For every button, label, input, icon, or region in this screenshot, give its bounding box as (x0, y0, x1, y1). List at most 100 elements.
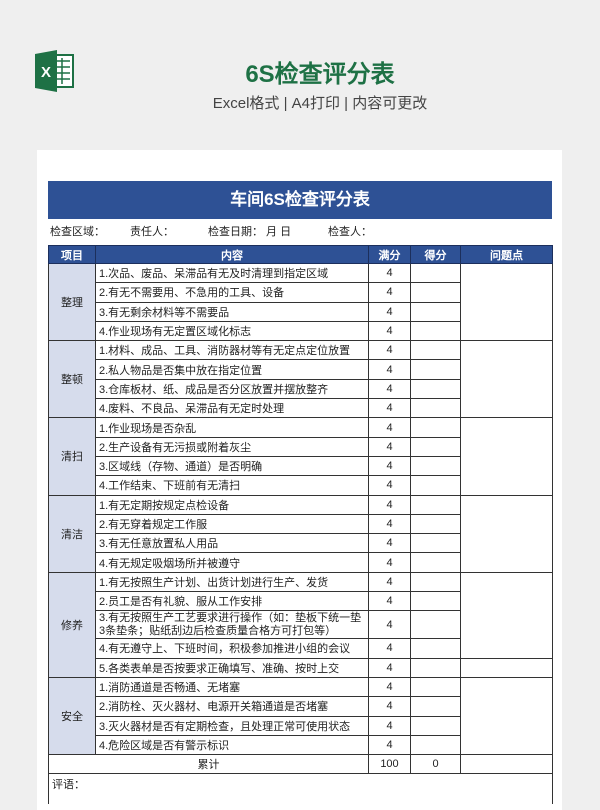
total-label: 累计 (48, 754, 369, 775)
col-content: 内容 (95, 245, 369, 264)
max-score-cell: 4 (368, 638, 411, 659)
score-input-cell[interactable] (410, 552, 461, 573)
content-cell: 2.生产设备有无污损或附着灰尘 (95, 436, 369, 457)
score-input-cell[interactable] (410, 715, 461, 736)
table-row: 修养 1.有无按照生产计划、出货计划进行生产、发货 4 (48, 571, 553, 678)
score-input-cell[interactable] (410, 359, 461, 380)
score-input-cell[interactable] (410, 734, 461, 756)
issues-cell[interactable] (460, 657, 553, 678)
content-cell: 2.有无穿着规定工作服 (95, 513, 369, 535)
header-row: 项目 内容 满分 得分 问题点 (48, 245, 553, 264)
table-row: 4.有无遵守上、下班时间，积极参加推进小组的会议 4 (49, 638, 553, 659)
max-score-cell: 4 (368, 455, 411, 477)
max-score-cell: 4 (368, 475, 411, 496)
max-score-cell: 4 (368, 552, 411, 573)
max-score-cell: 4 (368, 657, 411, 678)
score-input-cell[interactable] (410, 475, 461, 496)
max-score-cell: 4 (368, 417, 411, 438)
score-input-cell[interactable] (410, 657, 461, 678)
score-input-cell[interactable] (410, 398, 461, 419)
issues-cell[interactable] (460, 417, 553, 496)
max-score-cell: 4 (368, 436, 411, 457)
issues-cell[interactable] (460, 676, 553, 756)
score-input-cell[interactable] (410, 340, 461, 361)
total-issues[interactable] (460, 754, 553, 775)
area-label: 检查区域： (50, 226, 105, 238)
content-cell: 2.员工是否有礼貌、服从工作安排 (95, 591, 369, 612)
score-input-cell[interactable] (410, 455, 461, 477)
table-row: 整理 1.次品、废品、呆滞品有无及时清理到指定区域 4 (48, 262, 553, 342)
total-score: 0 (410, 754, 461, 775)
page-title: 6S检查评分表 (245, 61, 395, 88)
table-row: 整顿 1.材料、成品、工具、消防器材等有无定点定位放置 4 (48, 340, 553, 419)
score-input-cell[interactable] (410, 262, 461, 284)
score-input-cell[interactable] (410, 301, 461, 322)
max-score-cell: 4 (368, 591, 411, 612)
max-score-cell: 4 (368, 610, 411, 640)
issues-cell[interactable] (460, 340, 553, 419)
svg-text:X: X (41, 64, 51, 81)
table-row: 3.有无按照生产工艺要求进行操作（如：垫板下统一垫3条垫条；贴纸刮边后检查质量合… (49, 610, 553, 640)
score-input-cell[interactable] (410, 676, 461, 698)
score-input-cell[interactable] (410, 610, 461, 640)
content-cell: 3.区域线（存物、通道）是否明确 (95, 455, 369, 477)
score-input-cell[interactable] (410, 417, 461, 438)
table-row: 清洁 1.有无定期按规定点检设备 4 (48, 494, 553, 573)
table-row: 4.作业现场有无定置区域化标志 4 (49, 320, 553, 342)
max-score-cell: 4 (368, 715, 411, 736)
score-input-cell[interactable] (410, 638, 461, 659)
content-cell: 4.废料、不良品、呆滞品有无定时处理 (95, 398, 369, 419)
content-cell: 2.消防栓、灭火器材、电源开关箱通道是否堵塞 (95, 696, 369, 717)
total-max: 100 (368, 754, 411, 775)
table-row: 2.生产设备有无污损或附着灰尘 4 (49, 436, 553, 457)
comment-field[interactable]: 评语： (48, 773, 553, 804)
content-cell: 2.私人物品是否集中放在指定位置 (95, 359, 369, 380)
category-cell: 整顿 (48, 340, 96, 419)
score-input-cell[interactable] (410, 571, 461, 593)
max-score-cell: 4 (368, 533, 411, 554)
max-score-cell: 4 (368, 734, 411, 756)
score-input-cell[interactable] (410, 533, 461, 554)
col-item: 项目 (48, 245, 96, 264)
score-input-cell[interactable] (410, 378, 461, 400)
category-cell: 修养 (48, 571, 96, 678)
table-row: 2.员工是否有礼貌、服从工作安排 4 (49, 591, 553, 612)
issues-cell[interactable] (460, 494, 553, 573)
content-cell: 4.危险区域是否有警示标识 (95, 734, 369, 756)
max-score-cell: 4 (368, 262, 411, 284)
date-label: 检查日期： 月 日 (208, 226, 292, 238)
content-cell: 4.有无遵守上、下班时间，积极参加推进小组的会议 (95, 638, 369, 659)
max-score-cell: 4 (368, 301, 411, 322)
score-input-cell[interactable] (410, 282, 461, 303)
score-input-cell[interactable] (410, 320, 461, 342)
max-score-cell: 4 (368, 513, 411, 535)
score-input-cell[interactable] (410, 591, 461, 612)
table-row: 2.有无不需要用、不急用的工具、设备 4 (49, 282, 553, 303)
score-input-cell[interactable] (410, 436, 461, 457)
max-score-cell: 4 (368, 398, 411, 419)
issues-cell[interactable] (460, 571, 553, 659)
table-row: 清扫 1.作业现场是否杂乱 4 (48, 417, 553, 496)
score-input-cell[interactable] (410, 696, 461, 717)
max-score-cell: 4 (368, 359, 411, 380)
excel-icon: X (35, 50, 74, 92)
content-cell: 3.有无任意放置私人用品 (95, 533, 369, 554)
content-cell: 4.有无规定吸烟场所并被遵守 (95, 552, 369, 573)
content-cell: 1.作业现场是否杂乱 (95, 417, 369, 438)
content-cell: 3.有无剩余材料等不需要品 (95, 301, 369, 322)
content-cell: 5.各类表单是否按要求正确填写、准确、按时上交 (95, 657, 369, 678)
col-max: 满分 (368, 245, 411, 264)
col-issues: 问题点 (460, 245, 553, 264)
content-cell: 1.材料、成品、工具、消防器材等有无定点定位放置 (95, 340, 369, 361)
table-row: 4.危险区域是否有警示标识 4 (49, 734, 553, 756)
score-input-cell[interactable] (410, 494, 461, 515)
content-cell: 3.有无按照生产工艺要求进行操作（如：垫板下统一垫3条垫条；贴纸刮边后检查质量合… (95, 610, 369, 640)
table-row: 3.有无任意放置私人用品 4 (49, 533, 553, 554)
category-cell: 清扫 (48, 417, 96, 496)
content-cell: 2.有无不需要用、不急用的工具、设备 (95, 282, 369, 303)
content-cell: 1.次品、废品、呆滞品有无及时清理到指定区域 (95, 262, 369, 284)
score-input-cell[interactable] (410, 513, 461, 535)
max-score-cell: 4 (368, 696, 411, 717)
issues-cell[interactable] (460, 262, 553, 342)
comment-row: 评语： (48, 773, 553, 804)
